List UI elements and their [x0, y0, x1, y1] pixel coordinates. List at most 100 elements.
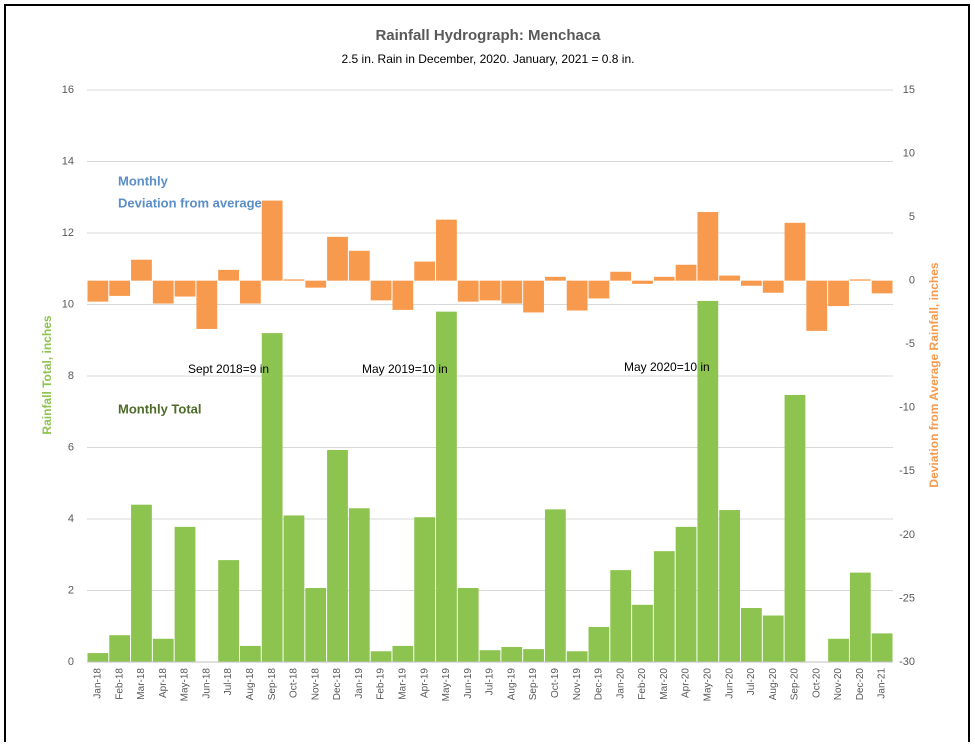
bar — [762, 280, 784, 293]
x-tick-label: Dec-19 — [594, 668, 605, 701]
x-tick-label: Jun-19 — [463, 668, 474, 699]
x-tick-label: Jan-20 — [615, 668, 626, 699]
x-tick-label: Jan-19 — [354, 668, 365, 699]
bar — [871, 633, 893, 662]
y-tick-label: 0 — [68, 656, 74, 668]
y-tick-label: 4 — [68, 513, 74, 525]
bar — [348, 250, 370, 281]
annotation: May 2019=10 in — [362, 362, 448, 376]
y2-tick-label: -25 — [899, 592, 915, 604]
annotation: Monthly — [118, 173, 169, 188]
bar — [501, 280, 523, 304]
y2-tick-label: 15 — [903, 84, 915, 96]
bar — [109, 635, 131, 662]
bar — [653, 551, 675, 662]
x-tick-label: Jul-20 — [746, 668, 757, 696]
bar — [239, 280, 261, 304]
x-tick-label: Oct-18 — [289, 668, 300, 698]
bar — [544, 509, 566, 662]
bar — [392, 645, 414, 662]
bar — [849, 572, 871, 662]
bar — [523, 649, 544, 662]
bar — [131, 504, 152, 662]
bar — [131, 259, 152, 281]
x-tick-label: Apr-19 — [419, 668, 430, 698]
y2-tick-label: -30 — [899, 656, 915, 668]
x-tick-label: Aug-20 — [768, 668, 779, 701]
bar — [610, 271, 632, 281]
x-tick-label: Apr-20 — [681, 668, 692, 698]
y2-tick-label: 10 — [903, 147, 915, 159]
y-axis-title: Rainfall Total, inches — [40, 315, 54, 434]
y-tick-label: 10 — [62, 298, 74, 310]
x-tick-label: Aug-19 — [506, 668, 517, 701]
x-tick-label: Aug-18 — [245, 668, 256, 701]
bar — [370, 280, 392, 301]
bar — [653, 276, 675, 281]
bar — [305, 280, 327, 288]
chart-title: Rainfall Hydrograph: Menchaca — [375, 27, 601, 44]
bar — [174, 280, 196, 297]
x-tick-label: Sep-18 — [267, 668, 278, 701]
bar — [283, 515, 305, 662]
bar — [457, 280, 479, 302]
bar — [566, 280, 588, 311]
bar — [697, 212, 719, 281]
x-tick-label: Dec-18 — [332, 668, 343, 701]
x-tick-label: Jun-20 — [724, 668, 735, 699]
x-tick-label: Apr-18 — [158, 668, 169, 698]
bar — [762, 615, 784, 662]
bar — [283, 279, 305, 281]
x-tick-label: Mar-19 — [398, 668, 409, 700]
bar — [566, 651, 588, 662]
bar — [523, 280, 544, 313]
bar — [849, 279, 871, 281]
x-tick-label: Sep-20 — [790, 668, 801, 701]
x-tick-label: Jul-18 — [223, 668, 234, 696]
y2-tick-label: -5 — [905, 338, 915, 350]
annotation: May 2020=10 in — [624, 360, 710, 374]
bar — [697, 300, 719, 662]
bar — [218, 560, 239, 662]
bar — [632, 280, 653, 284]
bar — [610, 570, 632, 662]
y-tick-label: 14 — [62, 155, 74, 167]
x-tick-label: Oct-19 — [550, 668, 561, 698]
y-tick-label: 6 — [68, 441, 74, 453]
x-tick-label: Nov-18 — [310, 668, 321, 701]
bar — [806, 280, 828, 331]
y-tick-label: 16 — [62, 84, 74, 96]
bar — [479, 280, 501, 301]
bar — [152, 638, 174, 662]
y-tick-label: 8 — [68, 370, 74, 382]
x-tick-label: Dec-20 — [855, 668, 866, 701]
x-tick-label: Oct-20 — [811, 668, 822, 698]
x-tick-label: Nov-19 — [572, 668, 583, 701]
bar — [370, 651, 392, 662]
x-tick-label: Mar-20 — [659, 668, 670, 700]
bar — [544, 276, 566, 281]
y2-tick-label: -20 — [899, 529, 915, 541]
bar — [675, 526, 697, 662]
bar — [436, 311, 457, 662]
y-tick-label: 12 — [62, 227, 74, 239]
bar — [457, 587, 479, 662]
y2-axis-title: Deviation from Average Rainfall, inches — [927, 262, 941, 488]
bar — [741, 280, 762, 286]
bar — [784, 222, 806, 281]
x-tick-label: Jun-18 — [201, 668, 212, 699]
bar — [348, 508, 370, 662]
bar — [414, 261, 436, 281]
bar — [196, 280, 218, 329]
bar — [784, 394, 806, 662]
bar — [218, 269, 239, 281]
bar — [261, 200, 283, 281]
x-tick-label: Nov-20 — [833, 668, 844, 701]
bar — [741, 608, 762, 662]
bar — [632, 604, 653, 662]
y-tick-label: 2 — [68, 584, 74, 596]
bar — [174, 526, 196, 662]
chart-subtitle: 2.5 in. Rain in December, 2020. January,… — [342, 52, 635, 66]
